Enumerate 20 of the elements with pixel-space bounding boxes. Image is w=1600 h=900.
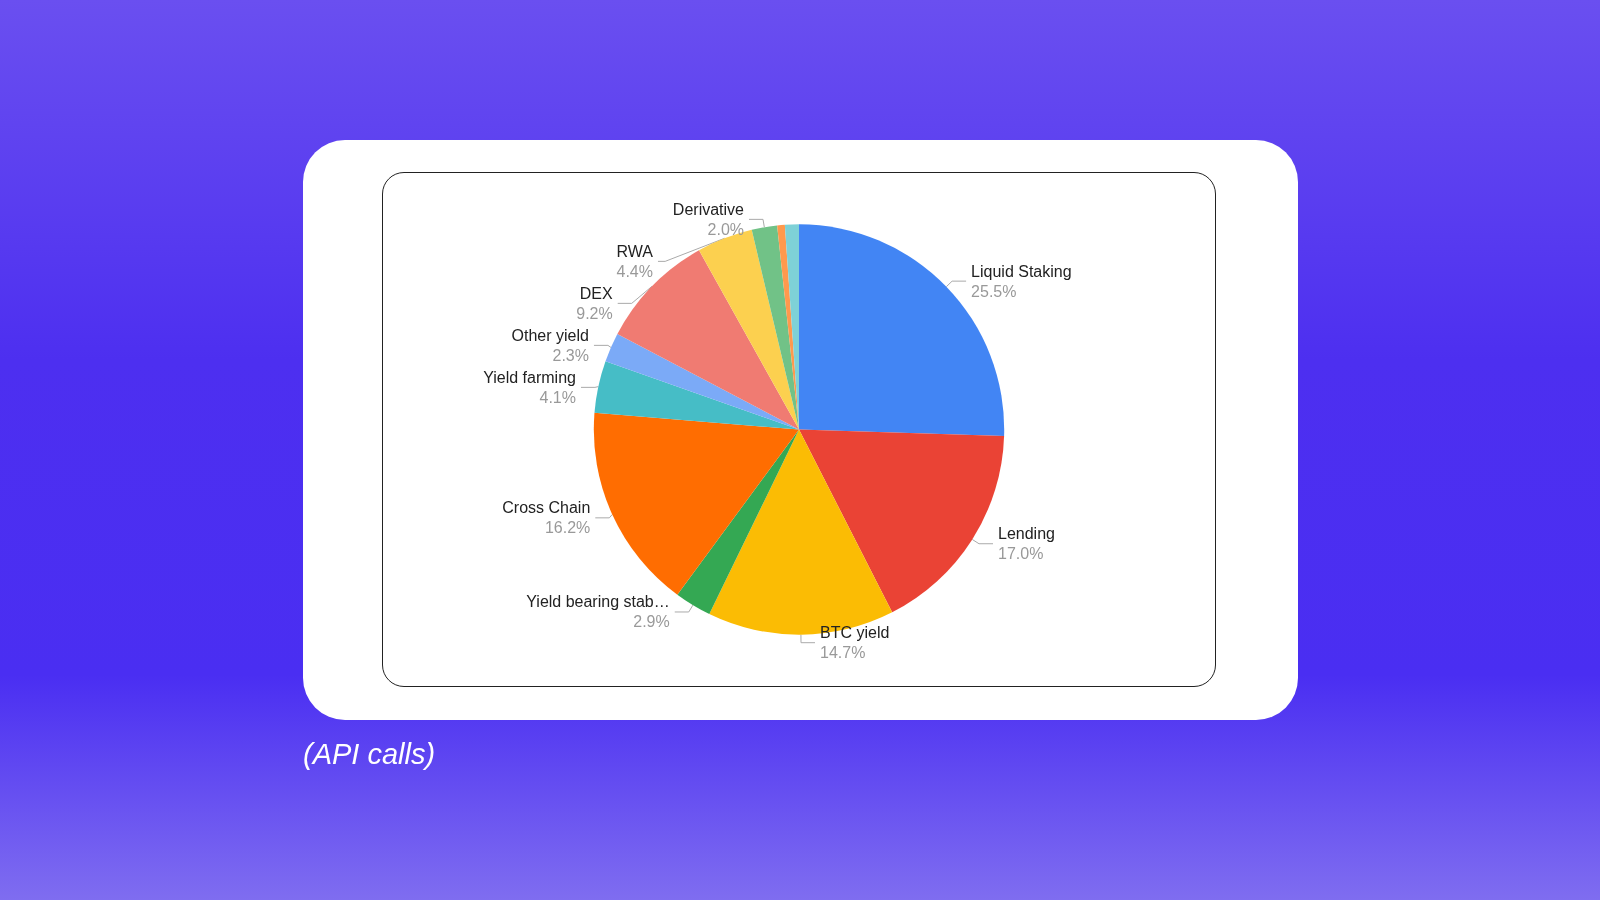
data-label: 14.7% — [820, 644, 866, 662]
slice-label: Yield bearing stab… — [526, 593, 670, 611]
data-label: 2.9% — [633, 613, 670, 631]
data-label: 17.0% — [998, 545, 1044, 563]
slice-label: Other yield — [511, 326, 589, 344]
data-label: 4.1% — [539, 388, 576, 406]
slice-label: DEX — [579, 284, 614, 302]
slice-label: Derivative — [672, 200, 745, 218]
data-label: 9.2% — [576, 304, 613, 322]
data-label: 16.2% — [544, 519, 591, 537]
slice-label: Cross Chain — [502, 499, 591, 517]
data-label: 2.0% — [707, 220, 744, 238]
text: (API calls) — [303, 738, 436, 771]
data-label: 25.5% — [971, 282, 1017, 300]
slice-label: RWA — [616, 242, 654, 260]
slice-label: Lending — [998, 525, 1055, 543]
data-label: 2.3% — [552, 346, 589, 364]
slice-label: Liquid Staking — [971, 262, 1072, 280]
data-label: 4.4% — [616, 262, 653, 280]
slice-label: Yield farming — [483, 368, 576, 386]
